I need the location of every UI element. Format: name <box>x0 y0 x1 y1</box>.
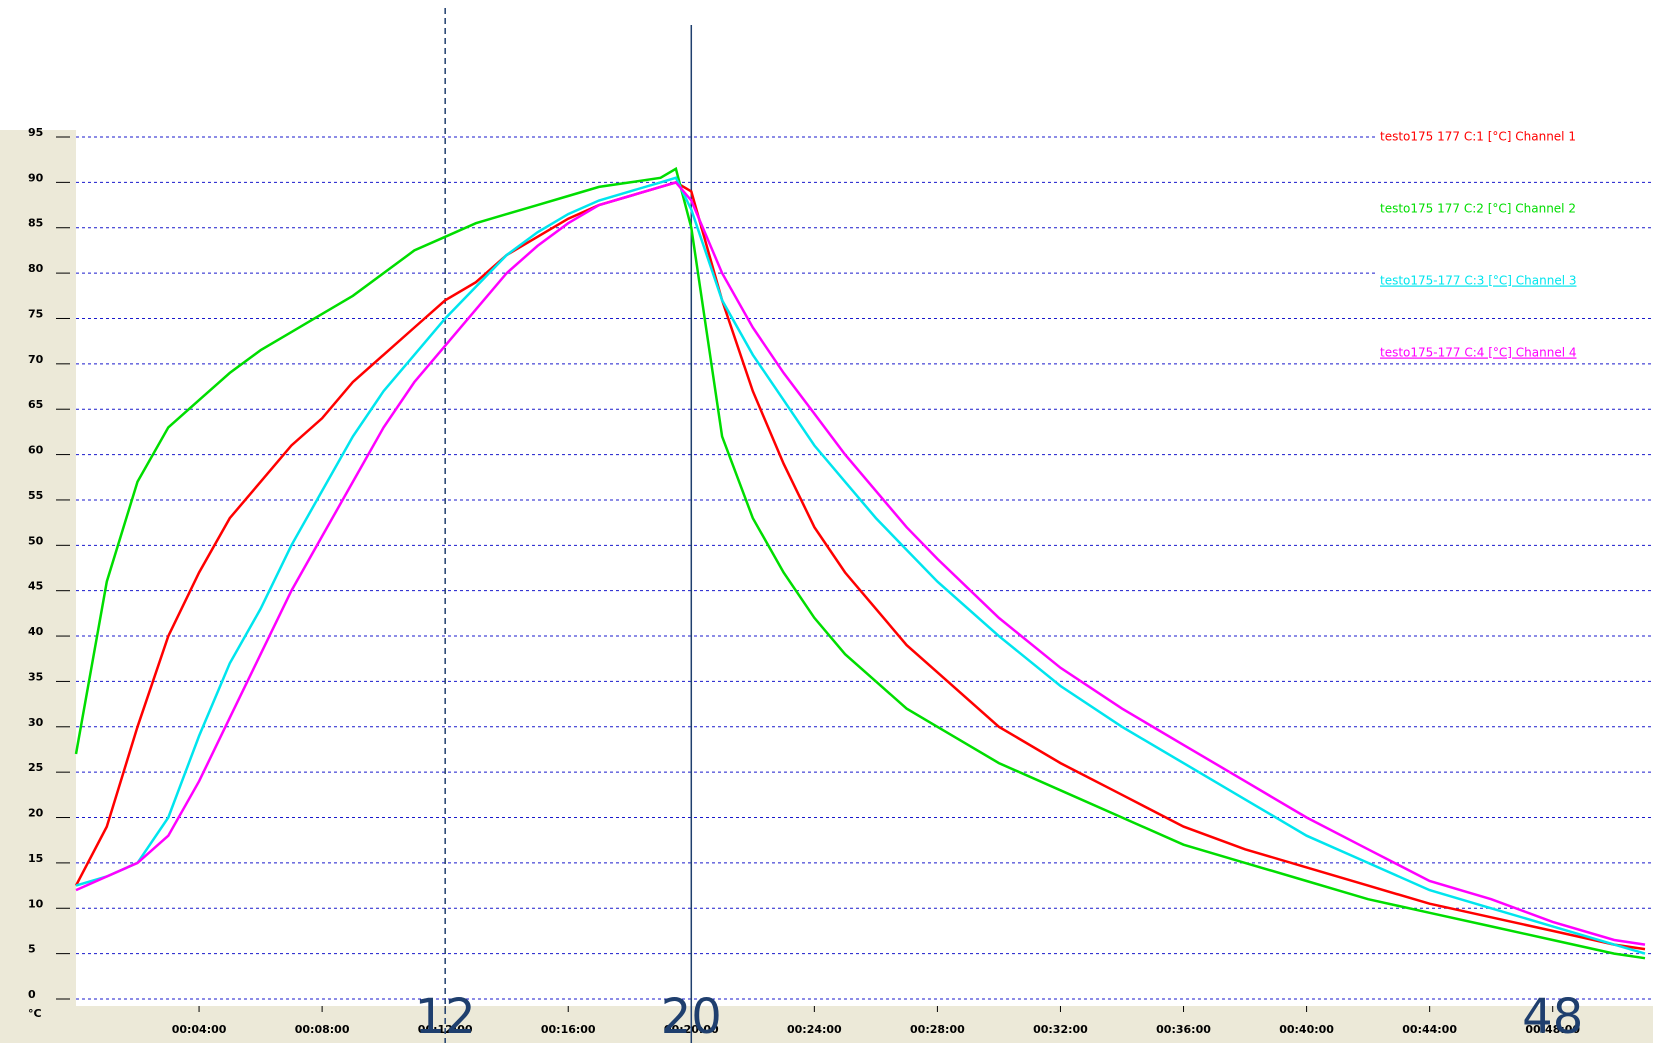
y-tick-label: 5 <box>28 943 36 956</box>
y-tick-label: 80 <box>28 262 44 275</box>
y-axis-label: °C <box>28 1007 42 1020</box>
y-tick-label: 20 <box>28 807 44 820</box>
x-tick-label: 00:16:00 <box>541 1023 596 1036</box>
series-line <box>75 180 1646 946</box>
legend-entry: testo175 177 C:1 [°C] Channel 1 <box>1380 130 1576 144</box>
series-line <box>75 176 1646 955</box>
legend-bg <box>1378 344 1653 362</box>
legend-entry: testo175 177 C:2 [°C] Channel 2 <box>1380 202 1576 216</box>
y-tick-label: 40 <box>28 625 44 638</box>
legend-bg <box>1378 272 1653 290</box>
series-line <box>74 166 1646 960</box>
y-tick-label: 90 <box>28 171 44 184</box>
y-tick-label: 25 <box>28 761 43 774</box>
legend-entry: testo175-177 C:4 [°C] Channel 4 <box>1380 346 1576 360</box>
x-tick-label: 00:36:00 <box>1156 1023 1211 1036</box>
y-tick-label: 10 <box>28 897 44 910</box>
x-tick-label: 00:04:00 <box>172 1023 227 1036</box>
x-tick-label: 00:24:00 <box>787 1023 842 1036</box>
y-tick-label: 85 <box>28 217 43 230</box>
y-tick-label: 30 <box>28 716 44 729</box>
y-tick-label: 65 <box>28 398 43 411</box>
y-tick-label: 45 <box>28 580 43 593</box>
y-tick-label: 50 <box>28 534 44 547</box>
legend-bg <box>1378 128 1653 146</box>
x-tick-label: 00:28:00 <box>910 1023 965 1036</box>
x-tick-label: 00:48:00 <box>1525 1023 1580 1036</box>
y-tick-label: 55 <box>28 489 43 502</box>
legend-entry: testo175-177 C:3 [°C] Channel 3 <box>1380 274 1576 288</box>
annotation: 12 <box>415 989 476 1043</box>
x-tick-label: 00:40:00 <box>1279 1023 1334 1036</box>
annotation: 20 <box>661 989 722 1043</box>
y-tick-label: 15 <box>28 852 43 865</box>
y-tick-label: 60 <box>28 444 44 457</box>
x-tick-label: 00:32:00 <box>1033 1023 1088 1036</box>
x-tick-label: 00:44:00 <box>1402 1023 1457 1036</box>
y-tick-label: 75 <box>28 307 43 320</box>
annotation: 48 <box>1522 989 1583 1043</box>
x-tick-label: 00:08:00 <box>295 1023 350 1036</box>
y-tick-label: 35 <box>28 670 43 683</box>
y-tick-label: 70 <box>28 353 44 366</box>
legend-bg <box>1378 200 1653 218</box>
x-axis-panel <box>76 1006 1653 1043</box>
y-axis-panel <box>0 130 76 1043</box>
series-line <box>74 181 1646 951</box>
y-tick-label: 0 <box>28 988 36 1001</box>
y-tick-label: 95 <box>28 126 43 139</box>
